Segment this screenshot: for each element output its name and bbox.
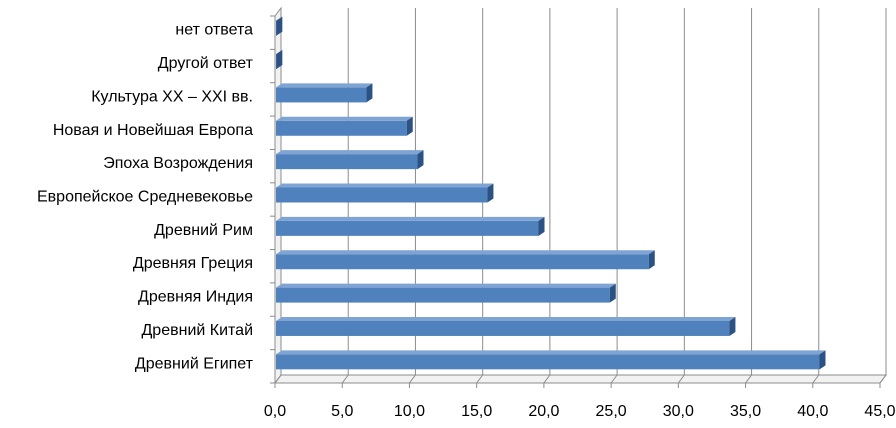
bar-side: [276, 16, 283, 36]
bar-side: [366, 83, 373, 103]
bar: [276, 354, 820, 370]
bar-side: [406, 116, 413, 136]
category-label: Другой ответ: [158, 55, 254, 72]
category-label: нет ответа: [175, 22, 253, 39]
x-tick-label: 10,0: [394, 403, 425, 420]
bar-side: [648, 250, 655, 270]
bar-top: [276, 50, 283, 55]
x-tick-label: 40,0: [797, 403, 828, 420]
bar-top: [276, 250, 655, 255]
floor-gridline: [677, 374, 685, 384]
x-tick-label: 20,0: [528, 403, 559, 420]
floor-gridline: [610, 374, 618, 384]
x-tick-label: 15,0: [461, 403, 492, 420]
x-tick-label: 35,0: [730, 403, 761, 420]
floor-gridline: [543, 374, 551, 384]
bar: [276, 187, 488, 203]
bar-top: [276, 183, 494, 188]
x-tick-label: 0,0: [264, 403, 286, 420]
bar-top: [276, 83, 373, 88]
floor-gridline: [476, 374, 484, 384]
category-label: Древний Рим: [154, 222, 253, 239]
x-tick-label: 30,0: [663, 403, 694, 420]
bar-side: [417, 150, 424, 170]
bar: [276, 320, 730, 336]
bar-top: [276, 283, 616, 288]
bar-top: [276, 16, 283, 21]
floor-gridline: [409, 374, 416, 384]
bar-side: [487, 183, 494, 203]
category-label: Новая и Новейшая Европа: [53, 122, 253, 139]
bar: [276, 220, 539, 236]
bar: [276, 120, 407, 136]
x-tick-label: 5,0: [331, 403, 353, 420]
bar-top: [276, 116, 413, 121]
plot-back-wall: [281, 8, 886, 375]
bar-top: [276, 350, 826, 355]
floor-gridline: [879, 374, 887, 384]
bar-side: [538, 216, 545, 236]
bar: [276, 87, 367, 103]
category-label: Древний Китай: [141, 322, 253, 339]
x-tick-label: 25,0: [596, 403, 627, 420]
floor-gridline: [274, 374, 282, 384]
bar-side: [729, 316, 736, 336]
category-label: Эпоха Возрождения: [103, 155, 253, 172]
bar-top: [276, 150, 424, 155]
floor-gridline: [341, 374, 349, 384]
floor-gridline: [745, 374, 752, 384]
bar-side: [609, 283, 616, 303]
bar: [276, 287, 610, 303]
bar-top: [276, 216, 545, 221]
bar-side: [819, 350, 826, 370]
bar: [276, 154, 418, 170]
bar-side: [276, 50, 283, 70]
category-label: Культура XX – XXI вв.: [91, 88, 253, 105]
category-label: Европейское Средневековье: [37, 189, 253, 206]
floor-gridline: [812, 374, 820, 384]
category-label: Древний Египет: [135, 355, 254, 372]
plot-floor: [274, 374, 887, 384]
category-label: Древняя Индия: [138, 289, 253, 306]
category-label: Древняя Греция: [133, 255, 253, 272]
x-tick-label: 45,0: [864, 403, 895, 420]
bar: [276, 254, 649, 270]
bar-top: [276, 316, 736, 321]
